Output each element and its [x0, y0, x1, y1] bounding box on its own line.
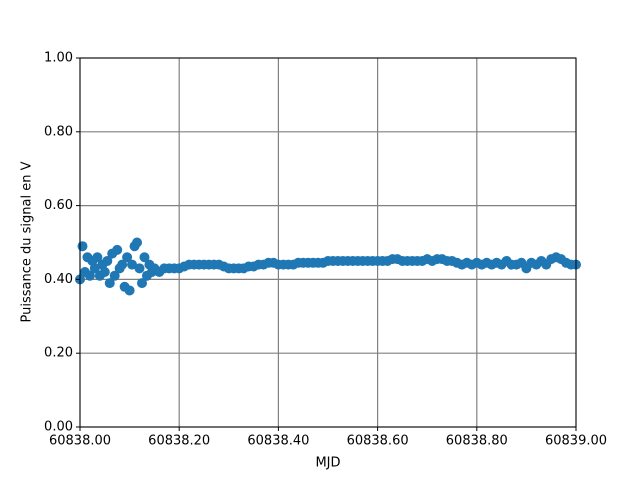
scatter-point — [84, 270, 95, 281]
scatter-point — [99, 267, 110, 278]
scatter-point — [137, 278, 147, 289]
y-tick-label: 0.80 — [44, 124, 73, 139]
scatter-point — [127, 259, 138, 270]
scatter-point — [92, 252, 103, 263]
y-tick-label: 1.00 — [44, 51, 73, 66]
scatter-point — [139, 252, 150, 263]
scatter-point — [102, 255, 113, 266]
x-axis-label: MJD — [315, 456, 340, 471]
y-tick-label: 0.40 — [44, 272, 73, 287]
x-tick-label: 60838.00 — [49, 434, 111, 449]
x-tick-label: 60838.40 — [247, 434, 309, 449]
x-tick-label: 60839.00 — [545, 434, 607, 449]
y-tick-label: 0.20 — [44, 346, 73, 361]
x-tick-label: 60838.20 — [148, 434, 210, 449]
y-axis-label: Puissance du signal en V — [20, 161, 35, 322]
scatter-point — [124, 285, 135, 296]
scatter-point — [89, 263, 100, 274]
axes-frame — [79, 57, 577, 428]
y-tick-label: 0.00 — [44, 420, 73, 435]
x-tick-label: 60838.80 — [446, 434, 508, 449]
scatter-point — [112, 244, 123, 255]
scatter-point — [134, 263, 145, 274]
y-tick-label: 0.60 — [44, 198, 73, 213]
scatter-point — [122, 252, 133, 263]
scatter-point — [117, 259, 128, 270]
x-tick-label: 60838.60 — [347, 434, 409, 449]
scatter-point — [104, 278, 115, 289]
scatter-point — [109, 270, 120, 281]
scatter-point — [132, 237, 143, 248]
scatter-point — [77, 241, 88, 252]
